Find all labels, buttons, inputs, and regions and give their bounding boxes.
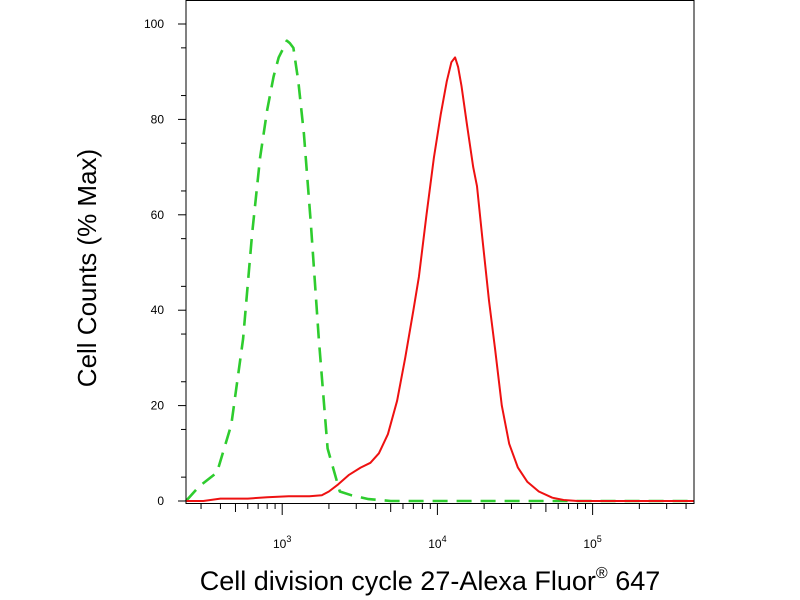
y-tick-label-80: 80	[151, 112, 165, 126]
x-axis-title: Cell division cycle 27-Alexa Fluor® 647	[200, 565, 661, 596]
plot-frame	[185, 0, 695, 504]
x-axis: 103 104 105	[200, 503, 687, 551]
plot-area	[185, 0, 695, 504]
x-tick-base: 10	[428, 537, 442, 551]
x-tick-base: 10	[273, 537, 287, 551]
x-tick-exponent: 3	[286, 534, 291, 544]
x-tick-exponent: 4	[442, 534, 447, 544]
y-tick-label-20: 20	[151, 399, 165, 413]
y-axis: 0 20 40 60 80 100	[144, 17, 186, 508]
x-tick-label-1000: 103	[273, 534, 291, 551]
x-axis-title-superscript: ®	[596, 565, 608, 582]
y-axis-title: Cell Counts (% Max)	[72, 149, 102, 387]
series-line-2	[186, 56, 694, 502]
x-tick-label-100000: 105	[583, 534, 601, 551]
x-tick-base: 10	[583, 537, 597, 551]
series-line-1	[185, 39, 694, 503]
y-tick-label-40: 40	[151, 303, 165, 317]
series-layer	[185, 39, 694, 503]
y-tick-label-60: 60	[151, 208, 165, 222]
x-axis-title-main: Cell division cycle 27-Alexa Fluor	[200, 566, 596, 596]
x-axis-title-suffix: 647	[608, 566, 661, 596]
x-tick-exponent: 5	[597, 534, 602, 544]
y-tick-label-100: 100	[144, 17, 164, 31]
x-tick-label-10000: 104	[428, 534, 446, 551]
y-tick-label-0: 0	[157, 494, 164, 508]
